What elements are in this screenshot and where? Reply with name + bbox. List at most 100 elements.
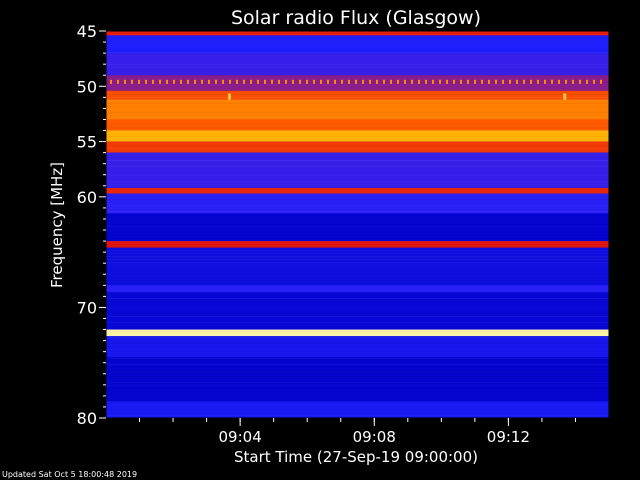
y-tick-label: 60 (77, 188, 97, 207)
texture-line (106, 100, 609, 101)
texture-line (106, 403, 609, 404)
interference-dash (243, 79, 245, 84)
texture-line (106, 268, 609, 269)
texture-line (106, 334, 609, 335)
frequency-band (106, 285, 609, 292)
texture-line (106, 136, 609, 137)
texture-line (106, 82, 609, 83)
texture-line (106, 166, 609, 167)
frequency-band (106, 130, 609, 142)
spectrogram-plot-area (105, 30, 610, 419)
texture-line (106, 259, 609, 260)
texture-line (106, 391, 609, 392)
texture-line (106, 388, 609, 389)
texture-line (106, 208, 609, 209)
texture-line (106, 271, 609, 272)
texture-line (106, 229, 609, 230)
interference-dash (180, 79, 182, 84)
texture-line (106, 241, 609, 242)
texture-line (106, 382, 609, 383)
interference-dash (411, 79, 413, 84)
chart-title: Solar radio Flux (Glasgow) (231, 7, 481, 29)
texture-line (106, 205, 609, 206)
texture-line (106, 97, 609, 98)
texture-line (106, 367, 609, 368)
interference-dash (565, 79, 567, 84)
interference-dash (159, 79, 161, 84)
texture-line (106, 346, 609, 347)
y-axis-label: Frequency [MHz] (48, 162, 66, 288)
frequency-band (106, 141, 609, 153)
texture-line (106, 67, 609, 68)
frequency-band (106, 213, 609, 242)
y-tick-label: 80 (77, 409, 97, 428)
texture-line (106, 190, 609, 191)
texture-line (106, 112, 609, 113)
interference-dash (453, 79, 455, 84)
interference-dash (194, 79, 196, 84)
interference-dash (369, 79, 371, 84)
texture-line (106, 175, 609, 176)
texture-line (106, 160, 609, 161)
texture-line (106, 49, 609, 50)
frequency-band (106, 336, 609, 358)
interference-dash (152, 79, 154, 84)
texture-line (106, 79, 609, 80)
interference-dash (229, 79, 231, 84)
texture-line (106, 256, 609, 257)
interference-dash (425, 79, 427, 84)
interference-dash (271, 79, 273, 84)
interference-dash (215, 79, 217, 84)
texture-line (106, 124, 609, 125)
y-axis: 45 50 55 60 70 80 (77, 22, 106, 428)
interference-dash (593, 79, 595, 84)
texture-line (106, 247, 609, 248)
interference-dash (292, 79, 294, 84)
interference-dash (264, 79, 266, 84)
frequency-band (106, 329, 609, 337)
interference-dash (306, 79, 308, 84)
y-tick-label: 50 (77, 77, 97, 96)
texture-line (106, 145, 609, 146)
texture-line (106, 34, 609, 35)
texture-line (106, 301, 609, 302)
interference-dash (586, 79, 588, 84)
interference-dash (341, 79, 343, 84)
texture-line (106, 211, 609, 212)
texture-line (106, 340, 609, 341)
texture-line (106, 37, 609, 38)
updated-timestamp: Updated Sat Oct 5 18:00:48 2019 (2, 470, 138, 479)
interference-dash (376, 79, 378, 84)
texture-line (106, 292, 609, 293)
interference-dash (187, 79, 189, 84)
interference-dash (432, 79, 434, 84)
frequency-band (106, 188, 609, 194)
interference-dash (222, 79, 224, 84)
texture-line (106, 52, 609, 53)
frequency-band (106, 193, 609, 214)
texture-line (106, 154, 609, 155)
texture-line (106, 157, 609, 158)
texture-line (106, 70, 609, 71)
texture-line (106, 88, 609, 89)
interference-dash (551, 79, 553, 84)
texture-line (106, 172, 609, 173)
texture-line (106, 361, 609, 362)
interference-dash (488, 79, 490, 84)
texture-line (106, 106, 609, 107)
interference-dash (467, 79, 469, 84)
interference-dash (537, 79, 539, 84)
texture-line (106, 214, 609, 215)
texture-line (106, 277, 609, 278)
frequency-band (106, 119, 609, 131)
interference-dash (355, 79, 357, 84)
frequency-band (106, 53, 609, 76)
texture-line (106, 412, 609, 413)
texture-line (106, 103, 609, 104)
texture-line (106, 232, 609, 233)
texture-line (106, 304, 609, 305)
interference-dash (201, 79, 203, 84)
texture-line (106, 307, 609, 308)
texture-line (106, 181, 609, 182)
interference-dash (397, 79, 399, 84)
